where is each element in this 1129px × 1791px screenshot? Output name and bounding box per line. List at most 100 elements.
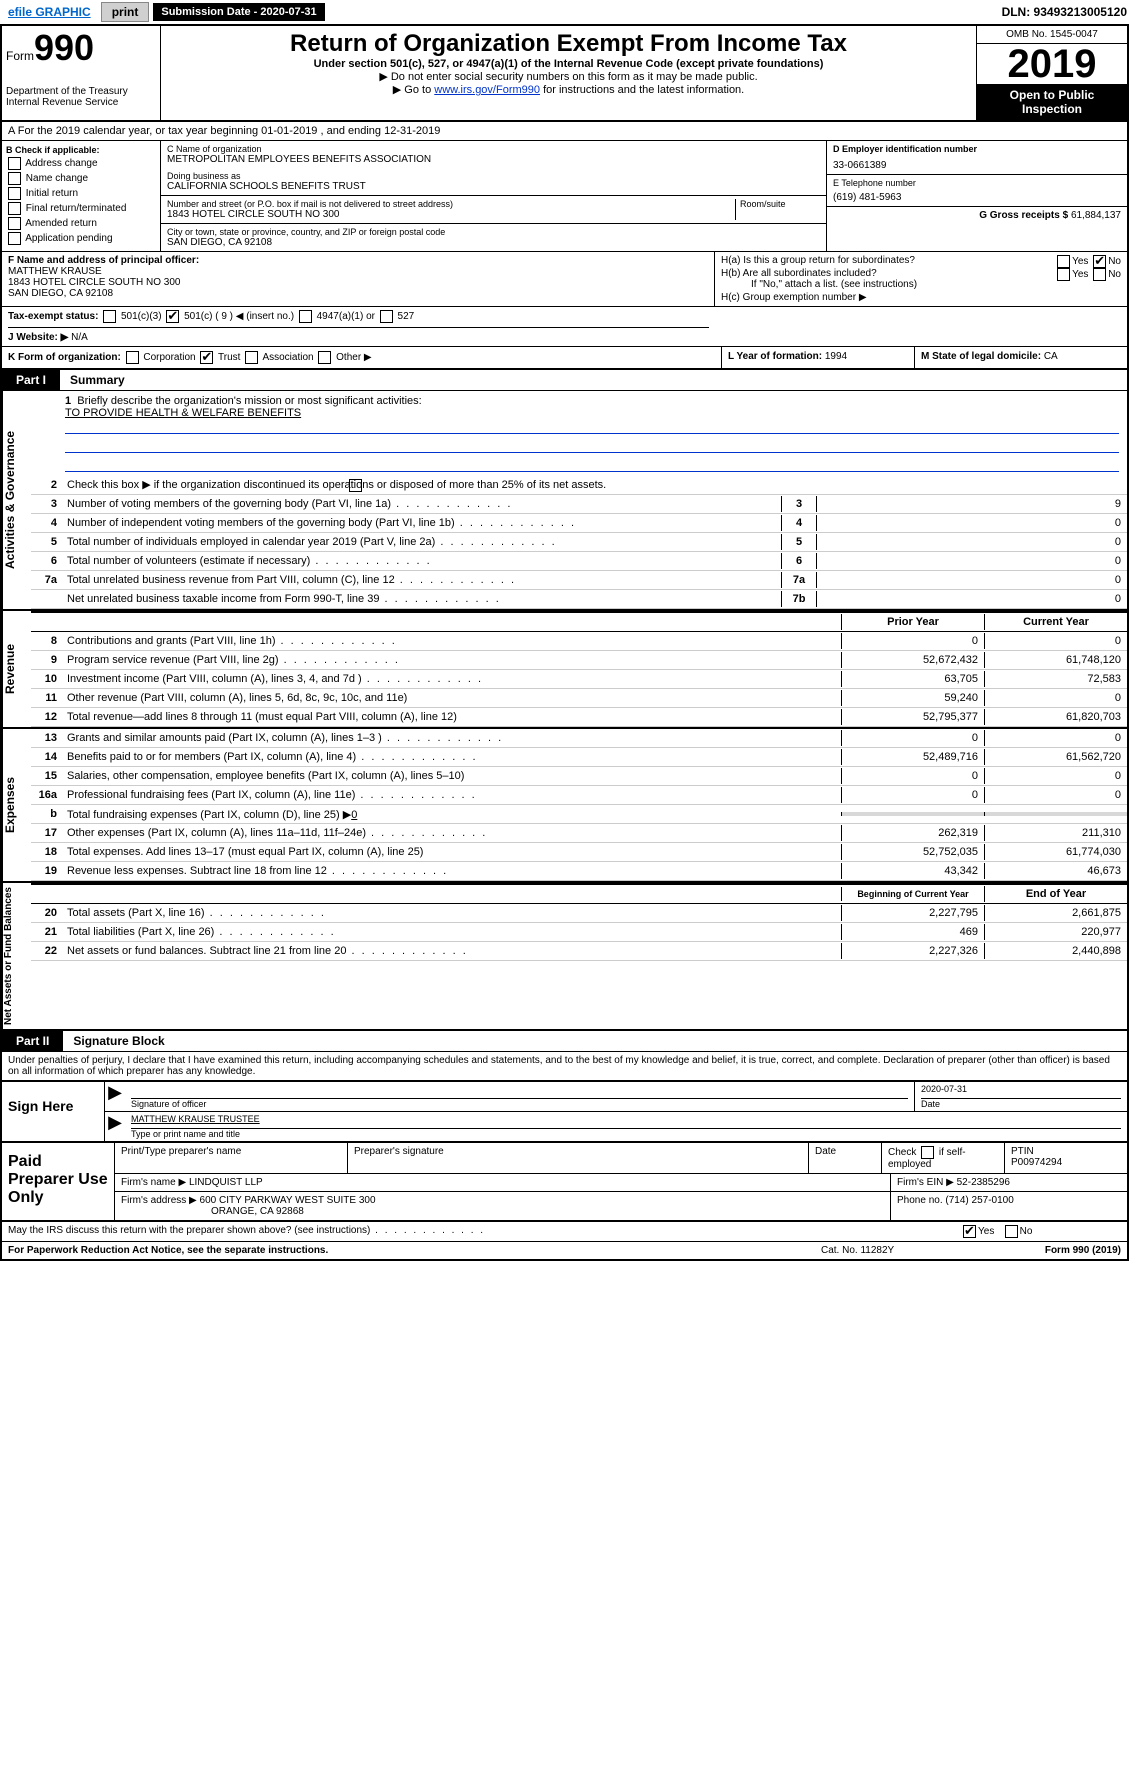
application-pending-checkbox[interactable] xyxy=(8,232,21,245)
c8: 0 xyxy=(984,633,1127,649)
part1-tab: Part I xyxy=(2,370,60,390)
q17-text: Other expenses (Part IX, column (A), lin… xyxy=(63,825,841,841)
ein-value: 33-0661389 xyxy=(833,160,1121,171)
dba-value: CALIFORNIA SCHOOLS BENEFITS TRUST xyxy=(167,181,820,192)
q7a-text: Total unrelated business revenue from Pa… xyxy=(63,572,781,588)
officer-addr2: SAN DIEGO, CA 92108 xyxy=(8,288,708,299)
c14: 61,562,720 xyxy=(984,749,1127,765)
cat-no: Cat. No. 11282Y xyxy=(821,1245,981,1256)
501c-checkbox[interactable] xyxy=(166,310,179,323)
q1-text: Briefly describe the organization's miss… xyxy=(77,395,421,407)
col-b-checkboxes: B Check if applicable: Address change Na… xyxy=(2,141,161,251)
p22: 2,227,326 xyxy=(841,943,984,959)
current-year-hdr: Current Year xyxy=(984,614,1127,630)
q16a-text: Professional fundraising fees (Part IX, … xyxy=(63,787,841,803)
part2-tab: Part II xyxy=(2,1031,63,1051)
discuss-yes-checkbox[interactable] xyxy=(963,1225,976,1238)
discuss-no-checkbox[interactable] xyxy=(1005,1225,1018,1238)
part1-name: Summary xyxy=(60,373,125,387)
sig-name-label: Type or print name and title xyxy=(131,1129,240,1139)
vlabel-revenue: Revenue xyxy=(2,611,31,727)
p14: 52,489,716 xyxy=(841,749,984,765)
other-checkbox[interactable] xyxy=(318,351,331,364)
self-employed-checkbox[interactable] xyxy=(921,1146,934,1159)
domicile-label: M State of legal domicile: xyxy=(921,351,1041,362)
prep-ps-label: Preparer's signature xyxy=(354,1146,444,1157)
discuss-text: May the IRS discuss this return with the… xyxy=(8,1225,961,1238)
ha-yes-checkbox[interactable] xyxy=(1057,255,1070,268)
year-formation-value: 1994 xyxy=(825,351,847,362)
form-title: Return of Organization Exempt From Incom… xyxy=(169,30,968,58)
addr-label: Number and street (or P.O. box if mail i… xyxy=(167,199,735,209)
p20: 2,227,795 xyxy=(841,905,984,921)
527-checkbox[interactable] xyxy=(380,310,393,323)
preparer-side-label: Paid Preparer Use Only xyxy=(2,1143,115,1220)
hc-label: H(c) Group exemption number ▶ xyxy=(721,292,1121,303)
q2-checkbox[interactable] xyxy=(349,479,362,492)
mission-value: TO PROVIDE HEALTH & WELFARE BENEFITS xyxy=(65,407,301,419)
prior-year-hdr: Prior Year xyxy=(841,614,984,630)
sign-arrow-icon: ▶ xyxy=(105,1082,125,1111)
year-formation-label: L Year of formation: xyxy=(728,351,822,362)
efile-link[interactable]: efile GRAPHIC xyxy=(2,3,97,21)
4947-checkbox[interactable] xyxy=(299,310,312,323)
domicile-value: CA xyxy=(1044,351,1058,362)
501c3-checkbox[interactable] xyxy=(103,310,116,323)
name-change-checkbox[interactable] xyxy=(8,172,21,185)
tel-label: E Telephone number xyxy=(833,178,1121,188)
v3: 9 xyxy=(816,496,1127,512)
firm-addr2-value: ORANGE, CA 92868 xyxy=(211,1206,304,1217)
irs-link[interactable]: www.irs.gov/Form990 xyxy=(434,84,540,96)
c21: 220,977 xyxy=(984,924,1127,940)
address-change-checkbox[interactable] xyxy=(8,157,21,170)
c18: 61,774,030 xyxy=(984,844,1127,860)
firm-phone-value: (714) 257-0100 xyxy=(945,1195,1013,1206)
q7b-text: Net unrelated business taxable income fr… xyxy=(63,591,781,607)
sig-name-value: MATTHEW KRAUSE TRUSTEE xyxy=(131,1114,1121,1129)
addr-value: 1843 HOTEL CIRCLE SOUTH NO 300 xyxy=(167,209,735,220)
irs-label: Internal Revenue Service xyxy=(6,97,156,108)
assoc-checkbox[interactable] xyxy=(245,351,258,364)
goto-post: for instructions and the latest informat… xyxy=(540,84,744,96)
dept-label: Department of the Treasury xyxy=(6,86,156,97)
firm-addr1-value: 600 CITY PARKWAY WEST SUITE 300 xyxy=(200,1195,376,1206)
open-inspection: Open to Public Inspection xyxy=(977,84,1127,120)
officer-addr1: 1843 HOTEL CIRCLE SOUTH NO 300 xyxy=(8,277,708,288)
c13: 0 xyxy=(984,730,1127,746)
org-name-value: METROPOLITAN EMPLOYEES BENEFITS ASSOCIAT… xyxy=(167,154,820,165)
q9-text: Program service revenue (Part VIII, line… xyxy=(63,652,841,668)
c20: 2,661,875 xyxy=(984,905,1127,921)
firm-ein-label: Firm's EIN ▶ xyxy=(897,1177,954,1188)
p13: 0 xyxy=(841,730,984,746)
v6: 0 xyxy=(816,553,1127,569)
corp-checkbox[interactable] xyxy=(126,351,139,364)
beg-year-hdr: Beginning of Current Year xyxy=(841,887,984,901)
city-label: City or town, state or province, country… xyxy=(167,227,820,237)
c22: 2,440,898 xyxy=(984,943,1127,959)
ha-no-checkbox[interactable] xyxy=(1093,255,1106,268)
trust-checkbox[interactable] xyxy=(200,351,213,364)
hb-yes-checkbox[interactable] xyxy=(1057,268,1070,281)
ein-label: D Employer identification number xyxy=(833,144,1121,154)
initial-return-checkbox[interactable] xyxy=(8,187,21,200)
firm-ein-value: 52-2385296 xyxy=(957,1177,1010,1188)
hb-no-checkbox[interactable] xyxy=(1093,268,1106,281)
sig-officer-label: Signature of officer xyxy=(131,1099,206,1109)
submission-date: Submission Date - 2020-07-31 xyxy=(153,3,324,21)
p8: 0 xyxy=(841,633,984,649)
p18: 52,752,035 xyxy=(841,844,984,860)
prep-pt-label: Print/Type preparer's name xyxy=(121,1146,241,1157)
prep-ptin-label: PTIN xyxy=(1011,1146,1034,1157)
p12: 52,795,377 xyxy=(841,709,984,725)
q14-text: Benefits paid to or for members (Part IX… xyxy=(63,749,841,765)
firm-phone-label: Phone no. xyxy=(897,1195,943,1206)
org-name-label: C Name of organization xyxy=(167,144,820,154)
amended-return-checkbox[interactable] xyxy=(8,217,21,230)
c9: 61,748,120 xyxy=(984,652,1127,668)
form-label: Form xyxy=(6,49,34,63)
final-return-checkbox[interactable] xyxy=(8,202,21,215)
officer-name: MATTHEW KRAUSE xyxy=(8,266,708,277)
c15: 0 xyxy=(984,768,1127,784)
officer-label: F Name and address of principal officer: xyxy=(8,255,708,266)
print-button[interactable]: print xyxy=(101,2,150,22)
